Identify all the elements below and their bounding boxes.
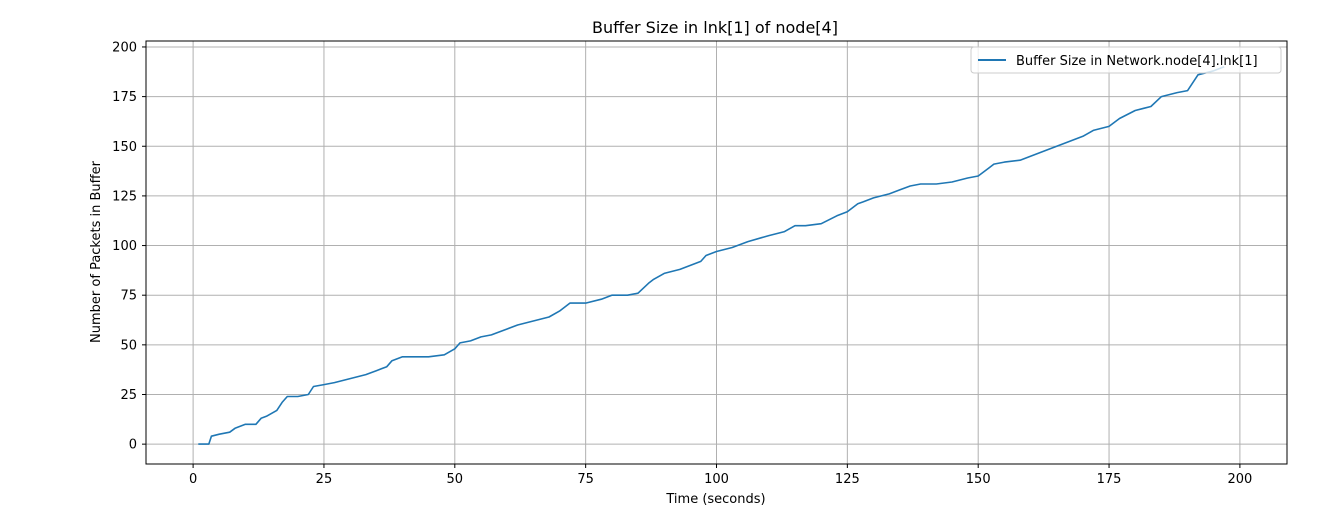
x-tick-label: 50 [447,472,464,487]
tick-layer: 0 25 50 75 100 125 150 175 200 0 25 50 75 100 125 150 17… [112,40,1252,487]
legend: Buffer Size in Network.node[4].lnk[1] [970,46,1282,74]
y-tick-label: 75 [120,289,137,304]
y-tick-label: 175 [112,90,137,105]
x-tick-label: 25 [316,472,333,487]
x-tick-label: 0 [189,472,197,487]
y-tick-label: 0 [129,438,137,453]
series-line [198,66,1225,445]
y-tick-label: 125 [112,189,137,204]
y-tick-label: 150 [112,140,137,155]
x-tick-label: 175 [1097,472,1122,487]
x-tick-label: 150 [966,472,991,487]
x-axis-label: Time (seconds) [665,492,765,507]
y-tick-label: 50 [120,338,137,353]
y-tick-label: 200 [112,40,137,55]
series-layer [198,66,1225,445]
grid-layer [146,41,1287,464]
y-axis-label: Number of Packets in Buffer [89,160,104,343]
x-tick-label: 75 [577,472,594,487]
y-tick-label: 100 [112,239,137,254]
legend-box [970,46,1282,74]
chart-title: Buffer Size in lnk[1] of node[4] [592,18,838,37]
x-tick-label: 200 [1227,472,1252,487]
legend-label: Buffer Size in Network.node[4].lnk[1] [1016,54,1258,69]
y-tick-label: 25 [120,388,137,403]
x-tick-label: 125 [835,472,860,487]
x-tick-label: 100 [704,472,729,487]
